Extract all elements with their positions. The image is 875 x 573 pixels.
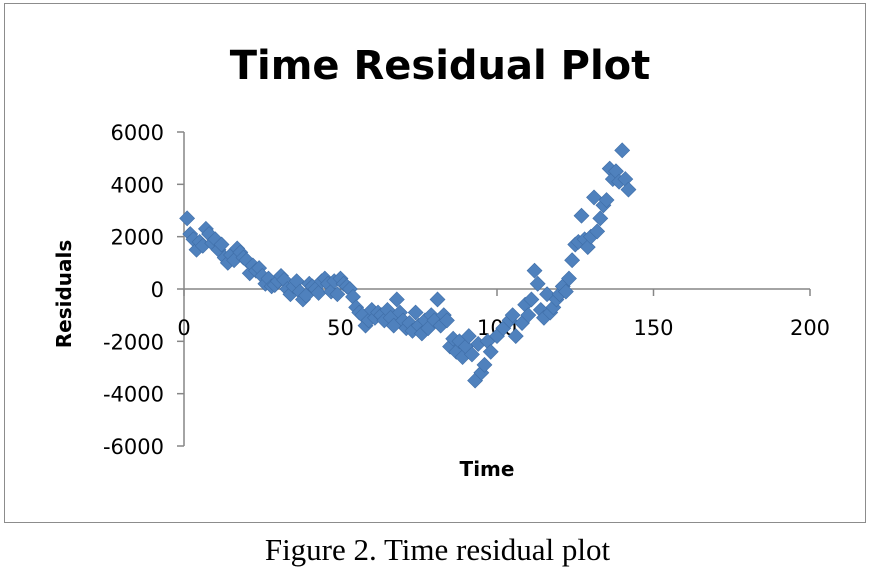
data-point xyxy=(620,181,637,198)
chart-frame: Time Residual Plot Residuals Time 6000 40… xyxy=(4,3,866,523)
y-tick-label: -6000 xyxy=(103,435,164,459)
data-point xyxy=(310,285,327,301)
y-tick-label: -4000 xyxy=(103,383,164,407)
y-axis-label: Residuals xyxy=(52,240,76,349)
x-axis-label: Time xyxy=(460,457,515,481)
data-point xyxy=(589,223,606,240)
data-point xyxy=(329,286,346,303)
chart-title: Time Residual Plot xyxy=(230,43,651,89)
data-point xyxy=(614,142,631,159)
data-point xyxy=(464,346,480,363)
data-point xyxy=(561,270,577,287)
data-point xyxy=(388,291,405,308)
data-point xyxy=(460,328,477,345)
x-tick-label: 200 xyxy=(790,316,830,340)
data-point xyxy=(438,312,455,329)
data-point xyxy=(526,262,543,279)
y-tick-label: 2000 xyxy=(111,226,164,250)
data-point xyxy=(523,291,540,308)
x-tick-label: 0 xyxy=(177,316,190,340)
figure-caption: Figure 2. Time residual plot xyxy=(264,532,611,567)
data-point xyxy=(598,192,615,208)
y-tick-label: -2000 xyxy=(103,330,164,354)
y-tick-label: 4000 xyxy=(111,173,164,197)
data-point xyxy=(504,307,521,324)
data-point xyxy=(213,236,230,253)
data-point xyxy=(520,307,537,324)
scatter-chart: Time Residual Plot Residuals Time 6000 40… xyxy=(52,43,830,481)
y-tick-label: 0 xyxy=(151,278,164,302)
data-point xyxy=(507,328,524,345)
data-points xyxy=(179,142,637,389)
data-point xyxy=(179,210,196,227)
y-tick-label: 6000 xyxy=(111,121,164,145)
data-point xyxy=(476,356,493,373)
data-point xyxy=(564,252,581,269)
x-tick-label: 50 xyxy=(327,316,354,340)
data-point xyxy=(586,189,602,206)
data-point xyxy=(482,343,499,360)
data-point xyxy=(557,283,574,300)
data-point xyxy=(529,275,546,292)
data-point xyxy=(592,210,609,227)
data-point xyxy=(429,291,446,308)
x-tick-label: 150 xyxy=(633,316,673,340)
data-point xyxy=(573,207,590,224)
data-point xyxy=(407,304,424,321)
